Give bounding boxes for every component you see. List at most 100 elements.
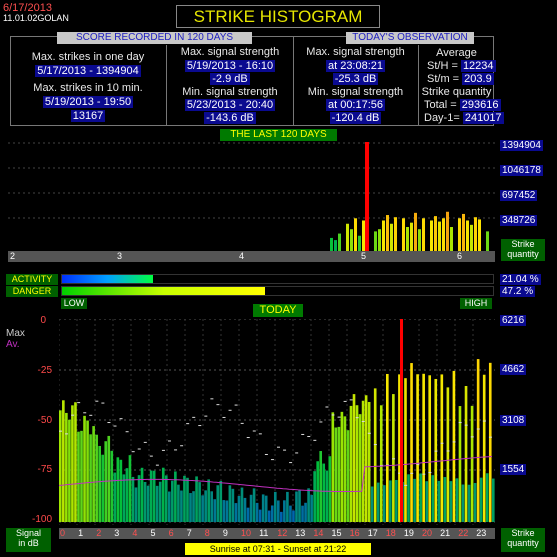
divider [293, 36, 294, 126]
strike-bar [443, 477, 447, 522]
day-bar [446, 211, 449, 251]
strike-bar [198, 482, 201, 522]
strike-bar [171, 480, 174, 522]
max-period-marker [400, 319, 403, 522]
strike-bar [349, 405, 353, 522]
strike-bar [264, 495, 268, 522]
x-tick: 3 [117, 251, 123, 261]
strike-bar [186, 477, 189, 522]
strike-bar [319, 451, 323, 522]
today-min-signal-label: Min. signal strength [307, 86, 404, 98]
strike-bar [216, 485, 220, 522]
strike-bar [361, 400, 365, 522]
max-signal-mark [301, 433, 305, 435]
label-line: quantity [507, 249, 539, 259]
danger-bar-track [61, 286, 494, 296]
x-tick: 16 [349, 528, 360, 538]
max-signal-mark [174, 449, 178, 451]
label-line: Strike [511, 239, 535, 249]
average-signal-line [59, 456, 493, 492]
max-signal-mark [355, 417, 359, 419]
x-tick: 3 [114, 528, 120, 538]
strike-bar [325, 470, 329, 522]
max-signal-mark [392, 458, 396, 460]
strike-bar [352, 394, 356, 522]
day-bar [394, 217, 397, 251]
x-tick: 4 [239, 251, 245, 261]
x-tick: 6 [168, 528, 174, 538]
max-signal-mark [404, 484, 408, 486]
max-signal-mark [482, 420, 486, 422]
max-signal-mark [476, 428, 480, 430]
x-tick: 0 [60, 528, 66, 538]
strike-bar [364, 395, 368, 522]
total-value: 293616 [459, 99, 501, 111]
day-bar [334, 240, 337, 251]
max-signal-mark [234, 404, 238, 406]
max-signal-mark [246, 437, 250, 439]
activity-label: ACTIVITY [6, 274, 58, 285]
strike-bar [213, 499, 217, 522]
x-tick: 6 [457, 251, 463, 261]
max-signal-mark [313, 439, 317, 441]
max-strikes-10min-date: 5/19/2013 - 19:50 [42, 96, 134, 108]
max-signal-mark [95, 400, 99, 402]
max-signal-mark [210, 398, 214, 400]
max-signal-mark [361, 420, 365, 422]
min-signal-value: -143.6 dB [204, 112, 256, 124]
strike-bar [410, 363, 413, 522]
strike-bar [116, 457, 120, 522]
signal-axis-label: Signal in dB [6, 528, 51, 552]
max-day-marker [365, 142, 369, 251]
sth-value: 12234 [460, 60, 496, 72]
max-signal-mark [119, 418, 123, 420]
strike-bar [370, 486, 374, 522]
strike-bar [346, 430, 350, 522]
min-signal-date: 5/23/2013 - 20:40 [184, 99, 276, 111]
today-header: TODAY'S OBSERVATION [346, 32, 474, 44]
y-tick: 1394904 [500, 140, 543, 151]
max-signal-mark [71, 414, 75, 416]
last-120-days-label: THE LAST 120 DAYS [220, 129, 337, 141]
max-signal-mark [180, 445, 184, 447]
strike-bar [158, 481, 162, 522]
version-label: 11.01.02GOLAN [3, 13, 69, 24]
strike-bar [273, 491, 277, 522]
max-signal-mark [228, 409, 232, 411]
strike-bar [277, 500, 280, 522]
strike-bar [92, 426, 95, 522]
strike-bar [77, 431, 80, 522]
max-signal-mark [452, 441, 456, 443]
strike-bar [140, 467, 144, 522]
strike-bar [225, 500, 229, 522]
max-signal-mark [470, 436, 474, 438]
strike-bar [62, 400, 65, 522]
strike-bar [122, 474, 126, 522]
day-bar [406, 227, 409, 251]
max-signal-value: -2.9 dB [210, 73, 250, 85]
day1-value: 241017 [462, 112, 504, 124]
label-line: Signal [15, 528, 42, 538]
x-tick: 17 [367, 528, 378, 538]
strike-bar [292, 510, 295, 522]
day-bar [330, 237, 333, 251]
version-number: 11.01.02 [3, 13, 38, 23]
strike-bar [207, 479, 210, 522]
strike-bar [491, 478, 495, 522]
max-signal-mark [143, 441, 147, 443]
strike-bar [331, 412, 335, 522]
strike-bar [192, 491, 195, 522]
strike-bar [379, 405, 383, 522]
x-tick: 11 [259, 528, 269, 538]
max-signal-mark [325, 406, 329, 408]
strike-bar [283, 500, 286, 522]
y-tick-quantity: 4662 [500, 364, 527, 375]
strike-bar [376, 482, 380, 522]
strike-bar [343, 416, 347, 522]
strike-bar [334, 427, 338, 522]
max-signal-mark [277, 446, 280, 448]
station-name: GOLAN [37, 13, 69, 23]
max-signal-mark [422, 473, 426, 475]
strike-bar [161, 467, 165, 522]
max-signal-mark [386, 464, 389, 466]
